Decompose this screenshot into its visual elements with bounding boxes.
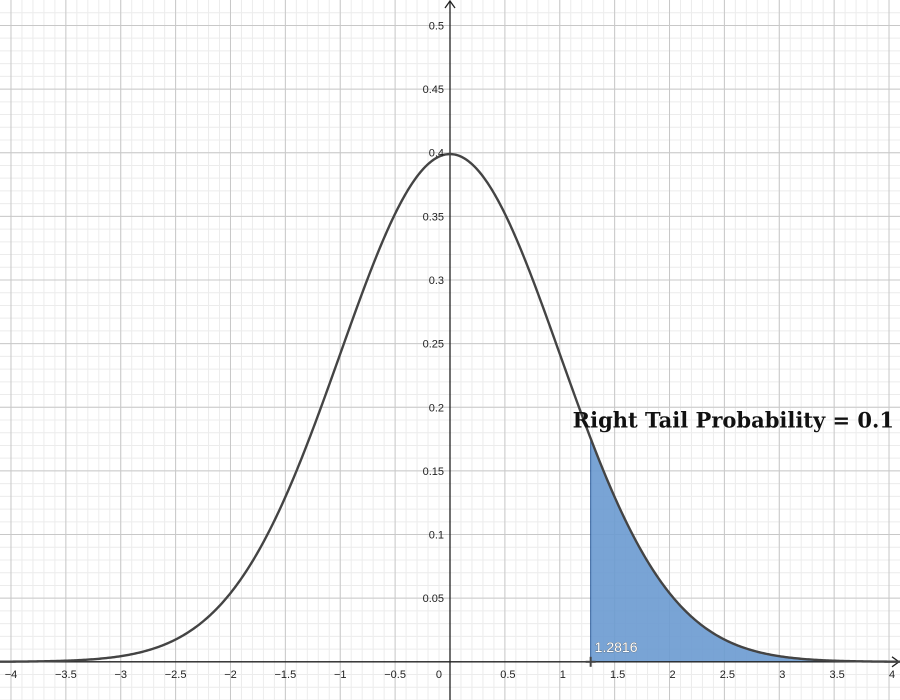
x-tick-label: −3 [114, 669, 127, 681]
density-curve [0, 152, 900, 663]
y-tick-label: 0.2 [429, 402, 444, 414]
y-tick-label: 0.3 [429, 275, 444, 287]
x-tick-label: −2.5 [165, 669, 187, 681]
y-tick-label: 0.35 [423, 211, 444, 223]
x-tick-label: 1 [560, 669, 566, 681]
x-tick-label: −0.5 [384, 669, 406, 681]
x-tick-label: 3 [779, 669, 785, 681]
y-axis-tick-labels: 0.05 0.1 0.15 0.2 0.25 0.3 0.35 0.4 0.45 0.5 [423, 20, 444, 605]
x-tick-label: 1.5 [610, 669, 625, 681]
critical-value-label: 1.2816 [595, 639, 638, 655]
critical-value-point [585, 656, 596, 667]
x-tick-label: −1 [334, 669, 347, 681]
y-tick-label: 0.1 [429, 530, 444, 542]
x-tick-label: 2 [669, 669, 675, 681]
x-tick-label: 3.5 [829, 669, 844, 681]
y-axis-arrow [444, 0, 456, 9]
x-tick-label: −4 [5, 669, 18, 681]
x-tick-label: −2 [224, 669, 237, 681]
x-tick-label: 0 [436, 669, 442, 681]
x-tick-label: 2.5 [720, 669, 735, 681]
y-tick-label: 0.05 [423, 593, 444, 605]
y-tick-label: 0.15 [423, 466, 444, 478]
y-tick-label: 0.45 [423, 84, 444, 96]
y-tick-label: 0.4 [429, 148, 444, 160]
x-tick-label: −3.5 [55, 669, 77, 681]
x-tick-label: −1.5 [275, 669, 297, 681]
x-axis-tick-labels: −4 −3.5 −3 −2.5 −2 −1.5 −1 −0.5 0 0.5 1 1.5 2 2.5 3 3.5… [5, 669, 895, 681]
y-tick-label: 0.5 [429, 20, 444, 32]
y-tick-label: 0.25 [423, 339, 444, 351]
x-tick-label: 4 [889, 669, 895, 681]
right-tail-shaded-area [590, 438, 900, 662]
right-tail-probability-annotation: Right Tail Probability = 0.1 [573, 407, 894, 432]
x-tick-label: 0.5 [500, 669, 515, 681]
